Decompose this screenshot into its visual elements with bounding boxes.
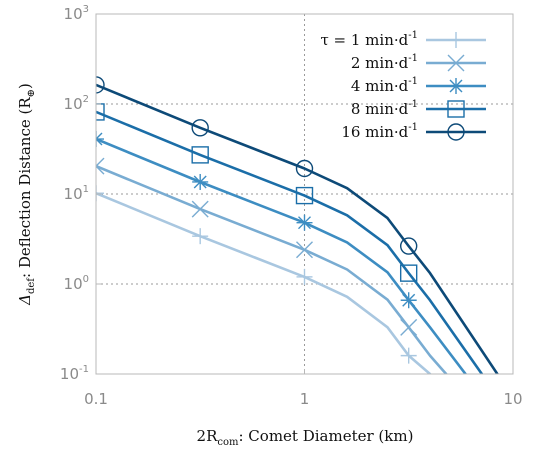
plus-marker bbox=[296, 268, 313, 285]
plus-marker bbox=[448, 32, 464, 48]
legend-label: τ = 1 min·d-1 bbox=[320, 30, 418, 49]
legend-label: 4 min·d-1 bbox=[351, 76, 418, 95]
legend-item: 16 min·d-1 bbox=[341, 122, 486, 141]
circle-marker bbox=[191, 119, 209, 137]
series-group bbox=[96, 131, 468, 374]
series-line bbox=[96, 110, 484, 374]
asterisk-marker bbox=[448, 78, 464, 94]
x-tick-label: 10 bbox=[503, 390, 522, 408]
series-group bbox=[96, 157, 448, 374]
asterisk-marker bbox=[96, 131, 104, 148]
asterisk-marker bbox=[192, 173, 209, 190]
y-tick-label: 100 bbox=[64, 274, 89, 293]
x-marker bbox=[447, 54, 465, 72]
ticks: 0.1 1 10 10-1 100 101 102 103 bbox=[60, 4, 523, 408]
square-marker bbox=[191, 146, 209, 164]
legend-item: 2 min·d-1 bbox=[351, 53, 486, 72]
y-tick-label: 10-1 bbox=[60, 364, 89, 383]
circle-marker bbox=[399, 237, 418, 255]
legend: τ = 1 min·d-1 2 min·d-1 4 min·d-1 8 min·d-1… bbox=[320, 30, 486, 141]
legend-label: 2 min·d-1 bbox=[351, 53, 418, 72]
series-group bbox=[96, 76, 499, 374]
plus-marker bbox=[96, 185, 104, 202]
circle-marker bbox=[447, 123, 465, 141]
legend-label: 8 min·d-1 bbox=[351, 99, 418, 118]
square-marker bbox=[295, 186, 314, 205]
series-line bbox=[96, 83, 499, 374]
y-tick-label: 102 bbox=[64, 94, 89, 113]
legend-item: τ = 1 min·d-1 bbox=[320, 30, 486, 49]
circle-marker bbox=[295, 159, 314, 178]
asterisk-marker bbox=[400, 292, 417, 309]
series-line bbox=[96, 137, 468, 374]
circle-marker bbox=[96, 76, 105, 94]
square-marker bbox=[447, 100, 465, 118]
x-marker bbox=[400, 318, 418, 336]
x-marker bbox=[191, 200, 209, 218]
plus-marker bbox=[192, 228, 209, 245]
y-tick-label: 103 bbox=[64, 4, 89, 23]
grid bbox=[96, 14, 513, 374]
x-marker bbox=[96, 157, 105, 175]
series-group bbox=[96, 185, 432, 374]
series-group bbox=[96, 103, 484, 374]
y-axis-title: Δdef: Deflection Distance (R⊕) bbox=[16, 83, 37, 306]
x-tick-label: 1 bbox=[300, 390, 310, 408]
x-axis-title: 2Rcom: Comet Diameter (km) bbox=[197, 427, 414, 448]
asterisk-marker bbox=[296, 214, 313, 231]
x-marker bbox=[296, 241, 313, 259]
square-marker bbox=[399, 264, 418, 282]
y-tick-label: 101 bbox=[64, 184, 89, 203]
series-line bbox=[96, 164, 448, 374]
legend-item: 8 min·d-1 bbox=[351, 99, 486, 118]
plus-marker bbox=[400, 347, 417, 364]
square-marker bbox=[96, 103, 105, 121]
series-line bbox=[96, 191, 432, 374]
x-tick-label: 0.1 bbox=[84, 390, 108, 408]
series-layer bbox=[96, 76, 499, 374]
legend-item: 4 min·d-1 bbox=[351, 76, 486, 95]
legend-label: 16 min·d-1 bbox=[341, 122, 418, 141]
